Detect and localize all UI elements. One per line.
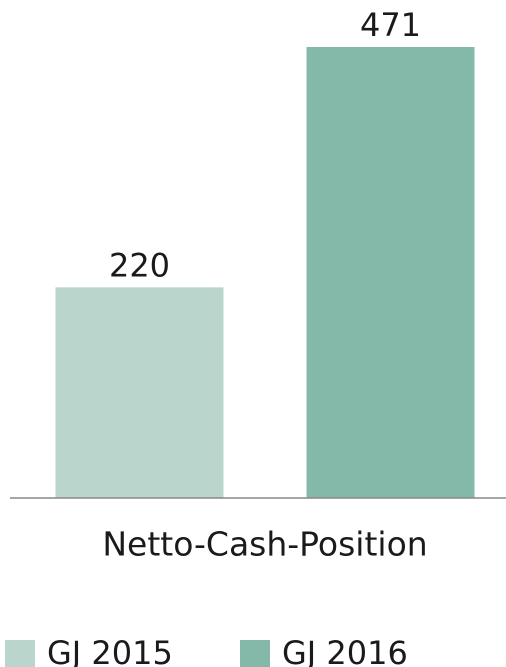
legend-swatch [5,640,35,667]
category-label: Netto-Cash-Position [102,525,427,564]
value-label: 471 [360,6,421,44]
legend-label: GJ 2016 [282,634,408,667]
legend-label: GJ 2015 [47,634,173,667]
value-label: 220 [109,246,170,284]
legend-swatch [240,640,270,667]
bar [55,287,224,498]
bar [306,47,475,498]
